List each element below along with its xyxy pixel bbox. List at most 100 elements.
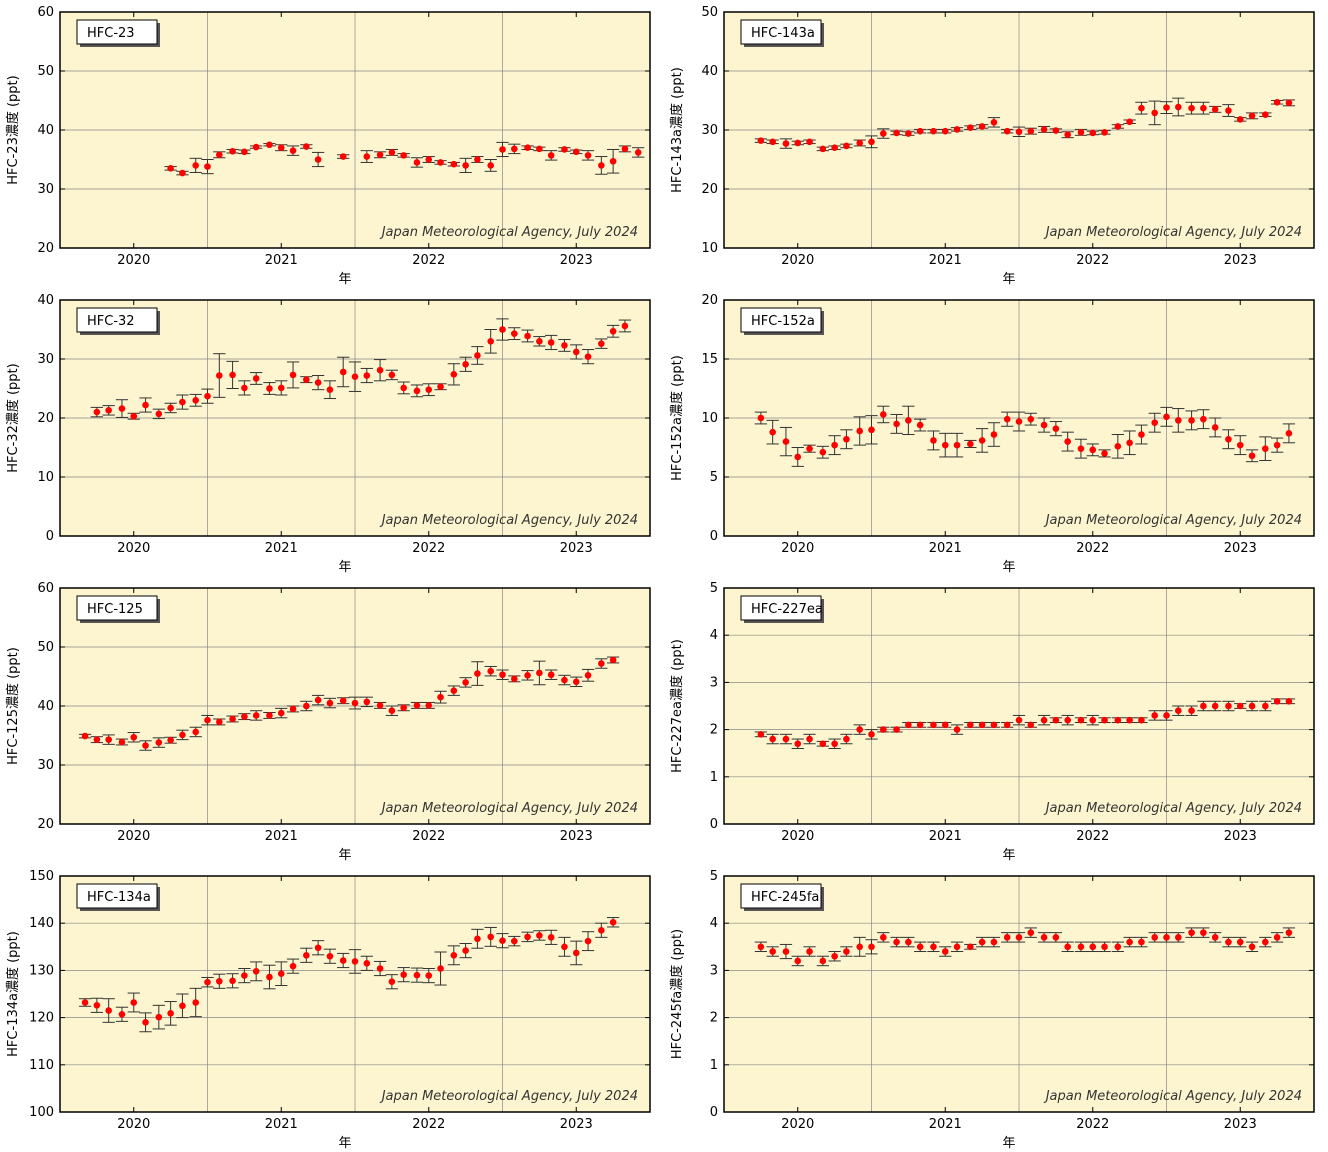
data-point-group <box>348 361 362 392</box>
data-point-group <box>1172 705 1185 716</box>
data-point <box>831 952 838 960</box>
data-point-group <box>1172 932 1185 943</box>
data-point-group <box>1061 131 1074 139</box>
data-point-group <box>1209 700 1222 712</box>
data-point-group <box>828 435 841 456</box>
data-point <box>1175 417 1182 424</box>
data-point <box>1114 123 1122 130</box>
data-point-group <box>1024 927 1037 938</box>
data-point <box>400 971 407 978</box>
data-point-group <box>459 677 472 688</box>
data-point-group <box>1185 410 1198 431</box>
data-point <box>388 978 396 986</box>
x-tick-label: 2021 <box>929 253 962 268</box>
data-point <box>967 721 974 729</box>
y-tick-label: 60 <box>37 5 54 20</box>
y-tick-label: 40 <box>37 123 54 138</box>
data-point <box>1285 929 1293 936</box>
data-point-group <box>471 928 484 949</box>
species-label-box <box>76 307 158 333</box>
data-point-group <box>1111 716 1124 724</box>
y-tick-label: 1 <box>710 1058 718 1073</box>
data-point-group <box>102 405 115 416</box>
data-point-group <box>595 922 608 938</box>
data-point <box>1064 131 1071 139</box>
data-point <box>241 384 248 392</box>
data-point-group <box>902 405 915 436</box>
data-point <box>277 970 285 978</box>
species-label: HFC-23 <box>87 26 135 41</box>
data-point <box>314 156 322 163</box>
data-point <box>880 130 887 137</box>
data-point-group <box>754 137 768 144</box>
data-point-group <box>496 669 509 680</box>
data-point-group <box>152 1004 165 1030</box>
data-point <box>425 386 433 393</box>
data-point-group <box>323 380 337 400</box>
x-tick-label: 2023 <box>560 253 593 268</box>
data-point-group <box>1024 127 1037 135</box>
y-tick-label: 130 <box>29 963 54 978</box>
data-point-group <box>1135 424 1148 445</box>
data-point <box>241 713 248 720</box>
data-point <box>241 148 248 156</box>
data-point-group <box>311 694 325 706</box>
data-point-group <box>1074 941 1088 953</box>
data-point <box>856 427 863 435</box>
data-point-group <box>459 157 472 173</box>
data-point-group <box>176 993 189 1019</box>
data-point-group <box>127 412 140 420</box>
data-point-group <box>300 143 313 150</box>
plot-frame <box>723 299 1315 537</box>
data-point-group <box>275 380 288 396</box>
data-point-group <box>127 732 140 743</box>
data-point <box>843 435 850 443</box>
chart-panel-hfc-32: 0 10 20 30 40 2020 2021 2022 2023 年 HFC-32濃度 (ppt)… <box>0 288 664 576</box>
data-point-group <box>1111 941 1124 953</box>
data-point-group <box>964 124 977 131</box>
data-point <box>339 153 347 160</box>
data-point <box>831 144 838 151</box>
data-point <box>93 408 101 416</box>
data-point <box>916 127 924 135</box>
x-tick-label: 2020 <box>117 1117 150 1132</box>
data-point <box>1003 721 1011 729</box>
data-point <box>413 702 421 709</box>
data-point-group <box>914 941 927 953</box>
data-point <box>806 735 813 743</box>
data-point-group <box>348 949 362 974</box>
data-point-group <box>213 151 226 159</box>
data-point <box>277 144 285 151</box>
data-point-group <box>1098 129 1111 136</box>
y-axis-title: HFC-134a濃度 (ppt) <box>5 931 21 1057</box>
data-point <box>1138 431 1145 438</box>
data-point-group <box>263 711 276 719</box>
data-point <box>303 951 310 959</box>
data-point <box>252 375 260 382</box>
data-point-group <box>459 942 472 959</box>
data-point-group <box>1282 697 1296 705</box>
data-point-group <box>975 428 989 453</box>
data-point <box>978 721 986 729</box>
data-point <box>266 385 273 392</box>
data-point <box>1151 934 1158 941</box>
data-point <box>450 687 458 694</box>
data-point-group <box>286 361 300 389</box>
data-point-group <box>1148 100 1161 126</box>
x-axis-title: 年 <box>1002 560 1015 575</box>
data-point <box>167 736 174 744</box>
data-point-group <box>263 964 276 990</box>
data-point <box>266 141 273 149</box>
data-point <box>474 352 481 359</box>
data-point-group <box>337 697 350 705</box>
data-point-group <box>1197 409 1210 430</box>
data-point <box>868 138 875 146</box>
data-point <box>1089 446 1097 454</box>
data-point-group <box>201 976 214 988</box>
y-tick-label: 4 <box>710 916 718 931</box>
data-point <box>794 139 802 147</box>
data-point-group <box>78 732 92 740</box>
data-point <box>93 736 101 743</box>
data-point <box>1052 716 1060 724</box>
x-tick-label: 2022 <box>412 829 445 844</box>
